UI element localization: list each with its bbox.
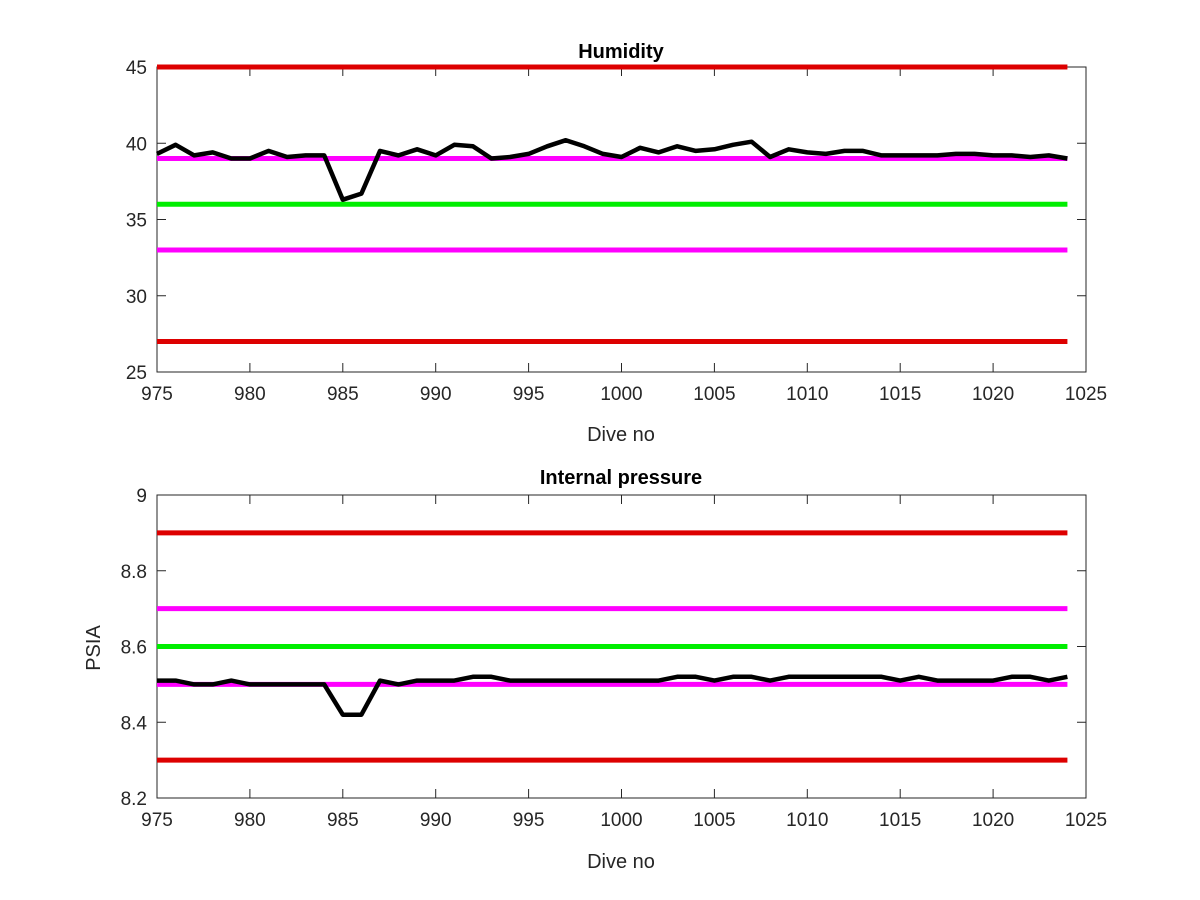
internal-pressure-xtick-label: 980 <box>234 810 266 831</box>
humidity-ytick-label: 35 <box>126 211 147 232</box>
internal-pressure-xtick-label: 985 <box>327 810 359 831</box>
humidity-title: Humidity <box>578 41 664 63</box>
internal-pressure-ytick-label: 8.4 <box>121 713 148 734</box>
humidity-xtick-label: 1015 <box>879 384 921 405</box>
humidity-plot: Humidity Dive no 975 980 985 990 995 1000 1005… <box>126 41 1107 446</box>
humidity-ytick-label: 40 <box>126 134 147 155</box>
internal-pressure-ytick-label: 8.6 <box>121 638 147 659</box>
internal-pressure-plot: Internal pressure Dive no PSIA 975 980 985… <box>83 467 1107 873</box>
humidity-axes-frame <box>156 66 1087 373</box>
internal-pressure-ylabel: PSIA <box>83 625 105 671</box>
internal-pressure-xtick-label: 990 <box>420 810 452 831</box>
humidity-series-line <box>156 137 1068 202</box>
internal-pressure-xtick-label: 995 <box>513 810 545 831</box>
humidity-xtick-label: 980 <box>234 384 266 405</box>
humidity-xtick-label: 1005 <box>693 384 735 405</box>
humidity-xtick-label: 1010 <box>786 384 828 405</box>
humidity-xtick-label: 1025 <box>1065 384 1107 405</box>
humidity-xtick-label: 1020 <box>972 384 1014 405</box>
humidity-xlabel: Dive no <box>587 424 655 446</box>
humidity-xtick-label: 990 <box>420 384 452 405</box>
internal-pressure-ytick-label: 9 <box>136 486 147 507</box>
humidity-ytick-label: 30 <box>126 287 147 308</box>
humidity-ytick-label: 45 <box>126 58 147 79</box>
humidity-xtick-label: 995 <box>513 384 545 405</box>
internal-pressure-ytick-label: 8.8 <box>121 562 147 583</box>
internal-pressure-title: Internal pressure <box>540 467 702 489</box>
internal-pressure-xtick-label: 975 <box>141 810 173 831</box>
humidity-xtick-label: 1000 <box>600 384 642 405</box>
internal-pressure-xtick-label: 1005 <box>693 810 735 831</box>
internal-pressure-xtick-label: 1000 <box>600 810 642 831</box>
internal-pressure-xlabel: Dive no <box>587 851 655 873</box>
internal-pressure-xtick-label: 1025 <box>1065 810 1107 831</box>
humidity-ytick-label: 25 <box>126 363 147 384</box>
internal-pressure-xtick-label: 1020 <box>972 810 1014 831</box>
humidity-xtick-label: 985 <box>327 384 359 405</box>
internal-pressure-xtick-label: 1015 <box>879 810 921 831</box>
internal-pressure-series-line <box>157 674 1068 717</box>
internal-pressure-xtick-label: 1010 <box>786 810 828 831</box>
humidity-xtick-label: 975 <box>141 384 173 405</box>
internal-pressure-ytick-label: 8.2 <box>121 789 147 810</box>
